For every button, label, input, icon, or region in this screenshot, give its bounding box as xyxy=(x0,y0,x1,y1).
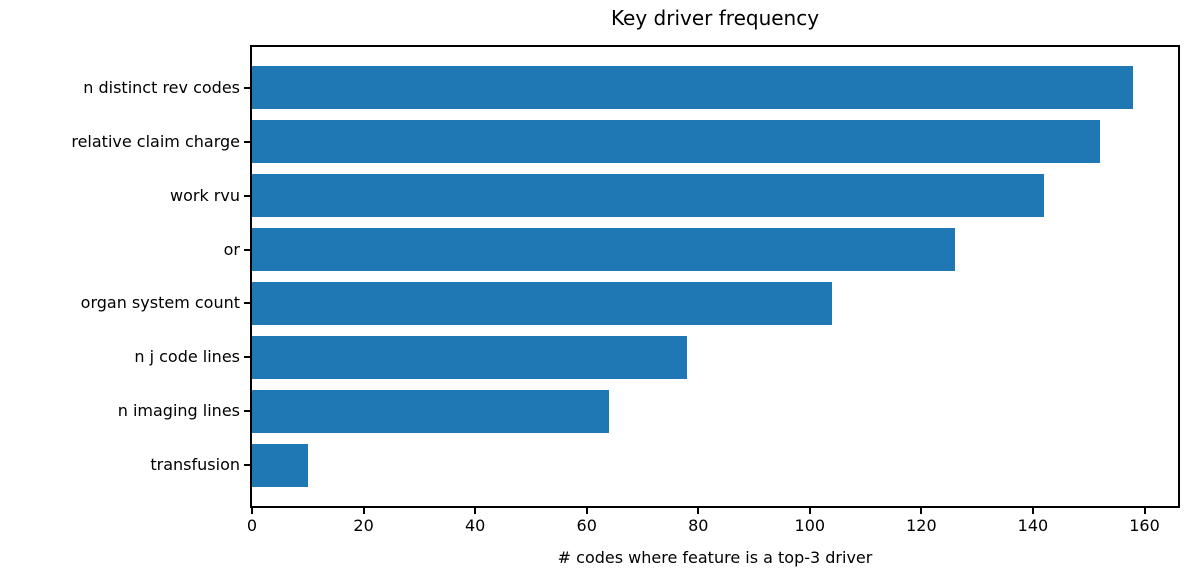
bar-organ-system-count xyxy=(252,281,833,325)
y-tick-label-4: organ system count xyxy=(80,293,240,313)
x-tick-mark-5 xyxy=(808,508,811,514)
plot-area xyxy=(250,45,1180,508)
x-tick-label-0: 0 xyxy=(246,516,258,535)
x-tick-mark-2 xyxy=(474,508,477,514)
y-tick-label-2: work rvu xyxy=(170,185,240,205)
y-tick-mark-1 xyxy=(244,140,250,143)
y-tick-mark-2 xyxy=(244,194,250,197)
y-tick-mark-6 xyxy=(244,410,250,413)
bar-or xyxy=(252,228,955,272)
y-tick-mark-4 xyxy=(244,302,250,305)
y-tick-mark-0 xyxy=(244,86,250,89)
x-tick-label-8: 160 xyxy=(1129,516,1160,535)
bar-transfusion xyxy=(252,443,308,487)
x-tick-label-6: 120 xyxy=(906,516,937,535)
x-tick-mark-8 xyxy=(1143,508,1146,514)
y-tick-mark-3 xyxy=(244,248,250,251)
x-tick-label-3: 60 xyxy=(576,516,597,535)
x-tick-mark-1 xyxy=(362,508,365,514)
x-tick-mark-3 xyxy=(585,508,588,514)
x-tick-mark-7 xyxy=(1031,508,1034,514)
y-tick-label-1: relative claim charge xyxy=(71,131,240,151)
x-tick-label-5: 100 xyxy=(794,516,826,535)
x-tick-mark-4 xyxy=(697,508,700,514)
x-tick-label-4: 80 xyxy=(688,516,709,535)
bar-n-imaging-lines xyxy=(252,389,609,433)
x-tick-label-7: 140 xyxy=(1017,516,1049,535)
bar-relative-claim-charge xyxy=(252,120,1100,164)
x-tick-mark-0 xyxy=(251,508,253,514)
bar-work-rvu xyxy=(252,174,1045,218)
x-tick-mark-6 xyxy=(920,508,923,514)
x-axis-title: # codes where feature is a top-3 driver xyxy=(557,548,873,567)
bar-n-distinct-rev-codes xyxy=(252,66,1134,110)
y-tick-mark-5 xyxy=(244,356,250,359)
y-tick-label-7: transfusion xyxy=(150,455,240,475)
y-tick-label-3: or xyxy=(223,239,240,259)
chart-title: Key driver frequency xyxy=(610,6,820,30)
y-tick-label-6: n imaging lines xyxy=(117,401,240,421)
y-tick-mark-7 xyxy=(244,464,250,467)
bar-n-j-code-lines xyxy=(252,335,688,379)
x-tick-label-2: 40 xyxy=(464,516,486,535)
y-tick-label-0: n distinct rev codes xyxy=(83,77,240,97)
x-tick-label-1: 20 xyxy=(353,516,374,535)
y-tick-label-5: n j code lines xyxy=(134,347,240,367)
